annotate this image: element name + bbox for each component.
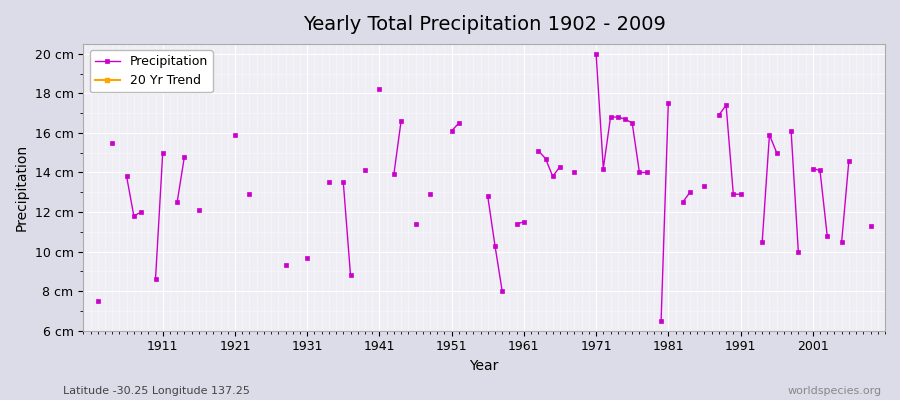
- Text: worldspecies.org: worldspecies.org: [788, 386, 882, 396]
- Title: Yearly Total Precipitation 1902 - 2009: Yearly Total Precipitation 1902 - 2009: [302, 15, 666, 34]
- Text: Latitude -30.25 Longitude 137.25: Latitude -30.25 Longitude 137.25: [63, 386, 250, 396]
- Precipitation: [179, 154, 190, 159]
- Y-axis label: Precipitation: Precipitation: [15, 144, 29, 231]
- Legend: Precipitation, 20 Yr Trend: Precipitation, 20 Yr Trend: [89, 50, 212, 92]
- Precipitation: [764, 132, 775, 137]
- Precipitation: [714, 113, 724, 118]
- Precipitation: [865, 224, 876, 228]
- Precipitation: [93, 299, 104, 304]
- Line: Precipitation: Precipitation: [95, 51, 873, 323]
- X-axis label: Year: Year: [470, 359, 499, 373]
